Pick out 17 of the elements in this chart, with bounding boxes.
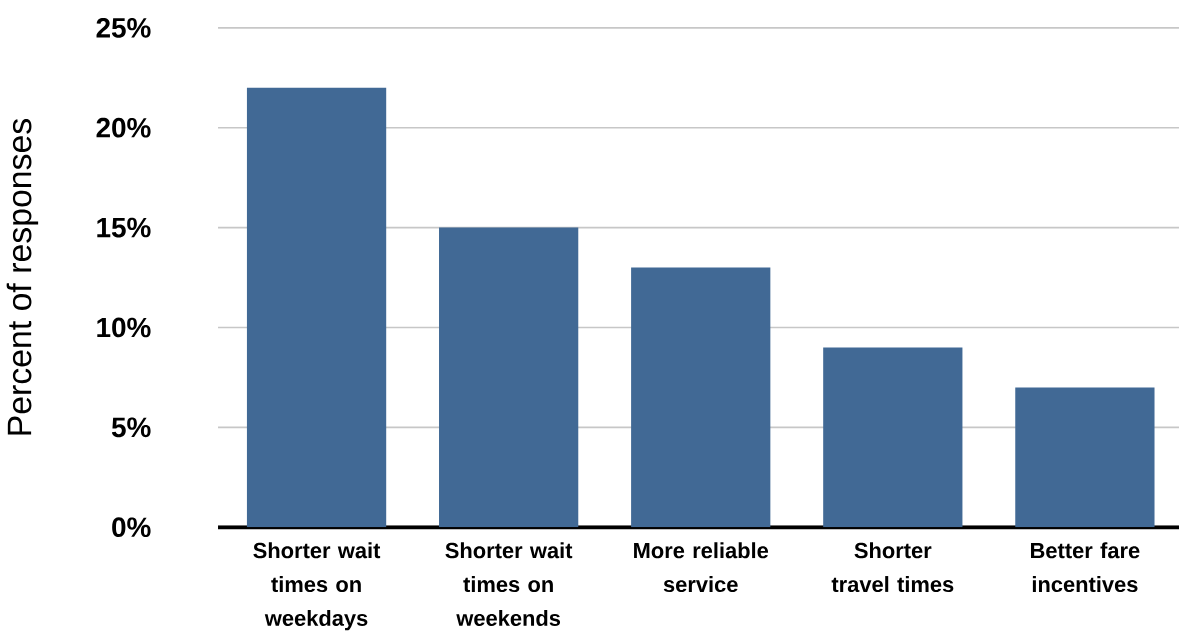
x-tick-label: Shorter wait times on weekdays <box>253 542 381 631</box>
x-tick-label: More reliable service <box>634 542 769 593</box>
x-tick-label: Better fare incentives <box>1031 542 1140 593</box>
y-tick-label: 10% <box>97 317 151 338</box>
x-tick-label: Shorter wait times on weekends <box>445 542 573 627</box>
y-axis-title: Percent of responses <box>6 119 39 435</box>
y-tick-label: 15% <box>97 217 151 238</box>
x-tick-label: Shorter travel times <box>831 542 954 593</box>
bar <box>246 87 387 528</box>
y-tick-label: 20% <box>96 118 151 138</box>
y-tick-label: 25% <box>96 18 151 38</box>
bar <box>439 227 579 528</box>
bar <box>631 267 771 528</box>
y-tick-label: 0% <box>112 517 151 538</box>
bar <box>823 347 963 528</box>
y-tick-label: 5% <box>111 417 151 438</box>
bar <box>1015 387 1155 528</box>
